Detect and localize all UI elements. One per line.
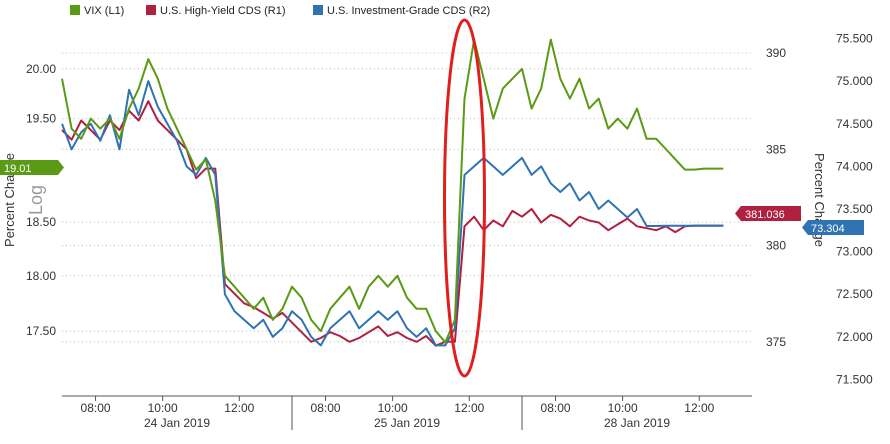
left-tick-label: 19.50 [26, 112, 56, 126]
badge-ig-value: 73.304 [811, 223, 845, 235]
left-axis: 20.00 19.50 18.50 18.00 17.50 [26, 62, 56, 338]
badge-hy: 381.036 [735, 206, 801, 221]
legend-label-hy: U.S. High-Yield CDS (R1) [160, 5, 286, 17]
r2-tick-label: 72.000 [836, 330, 873, 344]
badge-vix: 19.01 [0, 160, 64, 175]
r1-tick-label: 375 [766, 335, 786, 349]
legend-label-vix: VIX (L1) [84, 5, 124, 17]
legend-swatch-hy [146, 5, 156, 15]
right-axis-r1: 390 385 380 375 [766, 46, 786, 349]
right-axis-r2: 75.500 75.000 74.500 74.000 73.500 73.000 72.5… [836, 32, 873, 387]
highlight-ellipse [443, 18, 486, 378]
r1-tick-label: 385 [766, 142, 786, 156]
left-axis-title: Percent Change [2, 153, 17, 247]
left-scale-label: Log [26, 185, 46, 215]
ig-cds-line [61, 80, 724, 347]
legend-swatch-ig [313, 5, 323, 15]
left-tick-label: 17.50 [26, 324, 56, 338]
r1-tick-label: 380 [766, 239, 786, 253]
r2-tick-label: 73.500 [836, 202, 873, 216]
x-tick-label: 08:00 [311, 401, 341, 415]
x-day-label: 25 Jan 2019 [374, 416, 440, 430]
r2-tick-label: 74.000 [836, 159, 873, 173]
badge-ig: 73.304 [802, 220, 864, 235]
r2-tick-label: 72.500 [836, 287, 873, 301]
hy-cds-line [61, 100, 724, 347]
x-tick-label: 10:00 [378, 401, 408, 415]
badge-hy-value: 381.036 [745, 209, 785, 221]
x-tick-label: 12:00 [224, 401, 254, 415]
badge-vix-value: 19.01 [4, 163, 32, 175]
x-tick-label: 08:00 [81, 401, 111, 415]
r1-tick-label: 390 [766, 46, 786, 60]
legend: VIX (L1) U.S. High-Yield CDS (R1) U.S. I… [70, 5, 490, 17]
left-tick-label: 18.50 [26, 215, 56, 229]
x-tick-label: 12:00 [454, 401, 484, 415]
r2-tick-label: 75.500 [836, 32, 873, 46]
legend-swatch-vix [70, 5, 80, 15]
x-day-label: 24 Jan 2019 [144, 416, 210, 430]
x-axis: 08:00 10:00 12:00 08:00 10:00 12:00 08:00 10:00… [62, 395, 752, 430]
legend-label-ig: U.S. Investment-Grade CDS (R2) [327, 5, 490, 17]
x-day-label: 28 Jan 2019 [604, 416, 670, 430]
r2-tick-label: 74.500 [836, 117, 873, 131]
x-tick-label: 12:00 [684, 401, 714, 415]
grid-lines [62, 52, 752, 343]
vix-line [61, 38, 724, 344]
left-tick-label: 20.00 [26, 62, 56, 76]
r2-tick-label: 75.000 [836, 74, 873, 88]
r2-tick-label: 71.500 [836, 372, 873, 386]
x-tick-label: 10:00 [148, 401, 178, 415]
x-tick-label: 10:00 [608, 401, 638, 415]
x-tick-label: 08:00 [541, 401, 571, 415]
series-lines [61, 38, 724, 347]
r2-tick-label: 73.000 [836, 245, 873, 259]
left-tick-label: 18.00 [26, 269, 56, 283]
